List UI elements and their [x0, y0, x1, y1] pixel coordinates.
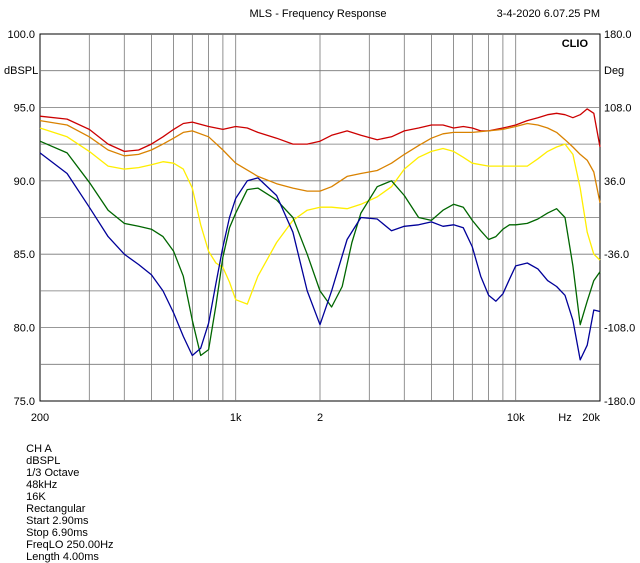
timestamp: 3-4-2020 6.07.25 PM — [497, 8, 600, 20]
length-label: Length 4.00ms — [26, 551, 99, 563]
y-right-tick-label: -180.0 — [604, 396, 635, 408]
measurement-footer: CH A dBSPL 1/3 Octave 48kHz 16K Rectangu… — [20, 431, 122, 563]
y-axis-label: dBSPL — [4, 65, 38, 77]
axis-labels: 100.0 95.0 90.0 85.0 80.0 75.0 180.0 108.0 36.0 -… — [7, 29, 635, 424]
y-tick-label: 100.0 — [7, 29, 35, 41]
y-tick-label: 85.0 — [14, 249, 35, 261]
y-tick-label: 80.0 — [14, 323, 35, 335]
start-label: Start 2.90ms — [26, 515, 89, 527]
smoothing-label: 1/3 Octave — [26, 467, 80, 479]
x-tick-label: 200 — [31, 412, 49, 424]
y-right-tick-label: 180.0 — [604, 29, 632, 41]
window-label: Rectangular — [26, 503, 86, 515]
x-tick-label: 2 — [317, 412, 323, 424]
grid — [40, 34, 600, 401]
series-line-3 — [39, 127, 601, 305]
x-tick-label: 20k — [582, 412, 600, 424]
y-tick-label: 95.0 — [14, 102, 35, 114]
sample-rate-label: 48kHz — [26, 479, 58, 491]
freqlo-label: FreqLO 250.00Hz — [26, 539, 114, 551]
brand-label: CLIO — [562, 38, 589, 50]
channel-label: CH A — [26, 443, 52, 455]
y-right-tick-label: 108.0 — [604, 102, 632, 114]
x-tick-label: Hz — [558, 412, 571, 424]
size-label: 16K — [26, 491, 46, 503]
y-right-axis-label: Deg — [604, 65, 624, 77]
y-tick-label: 90.0 — [14, 176, 35, 188]
frequency-response-chart: MLS - Frequency Response 3-4-2020 6.07.2… — [4, 8, 635, 424]
series-line-2 — [39, 119, 601, 203]
y-right-tick-label: -108.0 — [604, 323, 635, 335]
x-tick-label: 1k — [230, 412, 242, 424]
units-label: dBSPL — [26, 455, 61, 467]
series-line-4 — [39, 140, 601, 357]
y-tick-label: 75.0 — [14, 396, 35, 408]
x-tick-label: 10k — [507, 412, 525, 424]
series-line-1 — [39, 108, 601, 153]
y-right-tick-label: -36.0 — [604, 249, 629, 261]
series-line-5 — [39, 152, 601, 361]
y-right-tick-label: 36.0 — [604, 176, 625, 188]
chart-title: MLS - Frequency Response — [250, 8, 387, 20]
stop-label: Stop 6.90ms — [26, 527, 88, 539]
series-group — [39, 108, 601, 361]
